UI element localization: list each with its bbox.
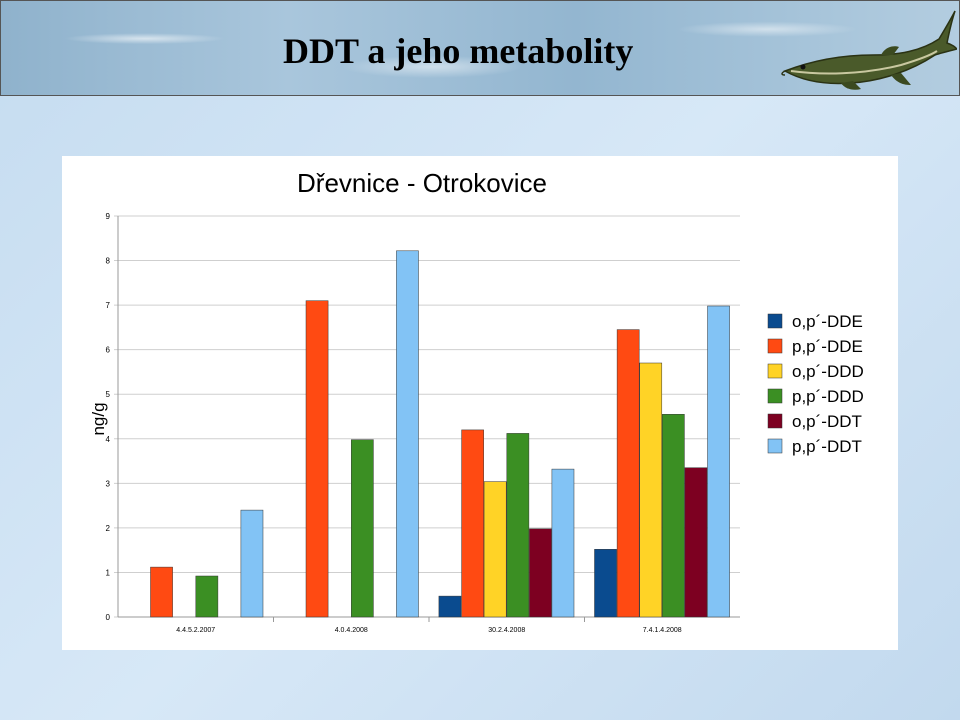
legend-label: p,p´-DDT xyxy=(792,437,862,456)
bar xyxy=(506,433,530,618)
bar xyxy=(438,595,462,618)
slide-header: DDT a jeho metabolity xyxy=(0,0,960,96)
bar xyxy=(662,414,685,618)
bar xyxy=(351,439,374,618)
legend-swatch xyxy=(767,413,783,429)
bar xyxy=(240,509,264,618)
bar xyxy=(684,467,708,618)
bar xyxy=(707,305,730,618)
x-tick-label: 30.2.4.2008 xyxy=(488,627,525,634)
y-tick-label: 6 xyxy=(106,346,111,355)
sturgeon-fish-icon xyxy=(781,10,957,90)
bar-chart: Dřevnice - Otrokovice ng/g 0 1 2 3 4 5 6 7 8 9 4.… xyxy=(89,168,864,634)
y-tick-label: 8 xyxy=(106,257,111,266)
bar xyxy=(551,468,575,618)
y-tick-label: 9 xyxy=(106,212,111,221)
bar-series xyxy=(150,250,730,618)
bar xyxy=(461,429,484,618)
y-tick-label: 0 xyxy=(106,613,111,622)
bar xyxy=(616,329,640,618)
y-axis-label: ng/g xyxy=(89,402,108,435)
legend-label: p,p´-DDD xyxy=(792,387,864,406)
legend-label: o,p´-DDD xyxy=(792,362,864,381)
legend-label: p,p´-DDE xyxy=(792,337,863,356)
y-tick-label: 4 xyxy=(106,435,111,444)
bar xyxy=(529,528,552,618)
bar xyxy=(483,481,507,618)
bar xyxy=(305,300,329,618)
legend-swatch xyxy=(767,313,783,329)
chart-panel: Dřevnice - Otrokovice ng/g 0 1 2 3 4 5 6 7 8 9 4.… xyxy=(62,156,898,650)
legend-label: o,p´-DDE xyxy=(792,312,863,331)
bar xyxy=(594,549,617,618)
x-tick-labels: 4.4.5.2.2007 4.0.4.2008 30.2.4.2008 7.4.1.4… xyxy=(176,627,682,634)
bar xyxy=(639,362,663,618)
y-tick-label: 1 xyxy=(106,568,111,577)
legend: o,p´-DDE p,p´-DDE o,p´-DDD p,p´-DDD o,p´-DDT… xyxy=(767,312,864,456)
x-tick-label: 4.0.4.2008 xyxy=(335,627,368,634)
y-tick-labels: 0 1 2 3 4 5 6 7 8 9 xyxy=(106,212,111,622)
legend-swatch xyxy=(767,363,783,379)
bar xyxy=(150,566,173,618)
legend-swatch xyxy=(767,338,783,354)
y-tick-label: 2 xyxy=(106,524,111,533)
legend-swatch xyxy=(767,388,783,404)
y-tick-label: 3 xyxy=(106,479,111,488)
y-tick-label: 7 xyxy=(106,301,111,310)
bar xyxy=(396,250,419,618)
chart-title: Dřevnice - Otrokovice xyxy=(297,168,547,198)
legend-label: o,p´-DDT xyxy=(792,412,862,431)
grid-lines xyxy=(114,215,740,622)
x-tick-label: 4.4.5.2.2007 xyxy=(176,627,215,634)
bar xyxy=(195,575,219,618)
slide-title: DDT a jeho metabolity xyxy=(283,31,634,71)
legend-swatch xyxy=(767,438,783,454)
y-tick-label: 5 xyxy=(106,390,111,399)
x-tick-label: 7.4.1.4.2008 xyxy=(643,627,682,634)
